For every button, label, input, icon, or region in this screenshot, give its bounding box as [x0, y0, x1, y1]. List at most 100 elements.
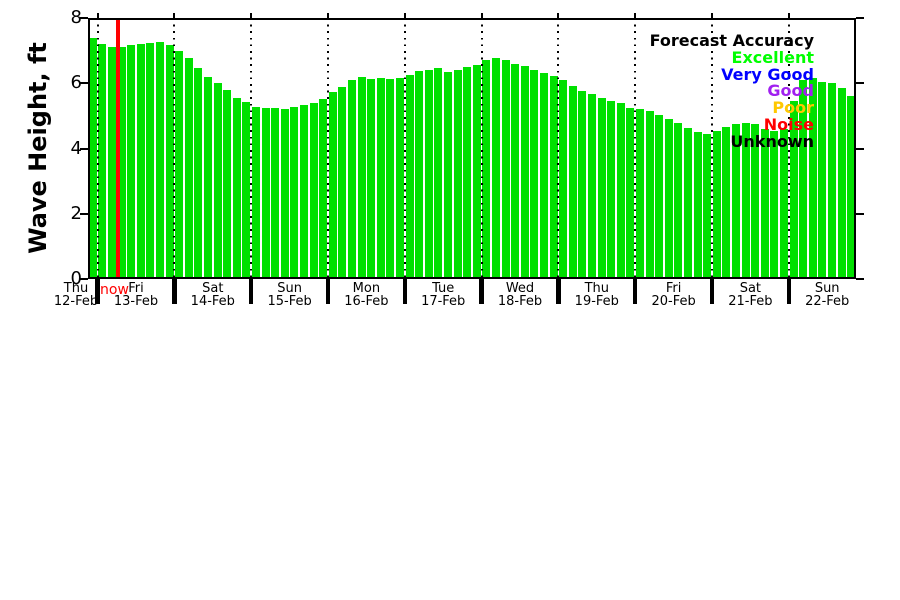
- wave-bar: [799, 80, 808, 279]
- x-tick-bottom: [786, 279, 792, 304]
- day-date: 20-Feb: [651, 293, 696, 309]
- wave-bar: [732, 123, 740, 279]
- day-name: Sun: [814, 281, 840, 296]
- wave-bar: [588, 94, 596, 279]
- wave-bar: [770, 131, 779, 279]
- wave-bar: [98, 44, 107, 279]
- wave-bar: [424, 69, 433, 279]
- day-name: Thu: [584, 281, 609, 296]
- x-tick-bottom: [479, 279, 484, 304]
- wave-bar: [213, 83, 222, 279]
- wave-bar: [607, 100, 616, 279]
- wave-bar: [261, 108, 270, 279]
- day-name: Sun: [277, 281, 302, 296]
- wave-bar: [415, 70, 424, 279]
- legend-entry-very-good: Very Good: [721, 64, 814, 84]
- wave-bar: [146, 43, 155, 279]
- x-tick-bottom: [248, 279, 254, 304]
- day-name: Fri: [665, 281, 682, 296]
- y-tick-right: [856, 17, 864, 19]
- x-tick-day-label: Wed 18-Feb: [478, 281, 562, 307]
- wave-bar: [396, 78, 404, 279]
- x-tick-day-label: Sat 21-Feb: [708, 282, 792, 309]
- wave-bar: [693, 132, 702, 279]
- day-date: 21-Feb: [728, 293, 773, 309]
- wave-bar: [136, 44, 145, 279]
- day-date: 13-Feb: [113, 293, 159, 309]
- x-tick-bottom: [556, 279, 561, 304]
- wave-bar: [712, 130, 721, 279]
- wave-bar: [655, 114, 664, 279]
- wave-bar: [367, 78, 376, 279]
- x-tick-day-label: Sun 15-Feb: [248, 281, 332, 309]
- wave-bar: [127, 45, 136, 279]
- wave-bar: [223, 90, 232, 279]
- day-date: 15-Feb: [267, 293, 312, 309]
- wave-bar: [472, 64, 481, 279]
- x-tick-top: [634, 13, 637, 18]
- day-date: 12-Feb: [53, 293, 99, 309]
- legend-entry-poor: Poor: [772, 98, 814, 118]
- x-tick-top: [711, 13, 713, 18]
- day-name: Wed: [505, 281, 535, 296]
- wave-bar: [328, 91, 337, 279]
- x-tick-day-label: Sat 14-Feb: [171, 282, 255, 307]
- day-name: Tue: [432, 281, 455, 296]
- wave-bar: [741, 123, 750, 279]
- wave-bar: [156, 41, 164, 279]
- y-tick-right: [856, 278, 864, 280]
- x-tick-top: [96, 13, 99, 18]
- wave-bar: [568, 85, 577, 279]
- wave-bar: [444, 71, 452, 279]
- wave-bar: [780, 128, 788, 279]
- wave-bar: [204, 76, 212, 279]
- legend-entry-good: Good: [767, 81, 814, 101]
- day-date: 16-Feb: [344, 293, 389, 309]
- wave-bar: [232, 97, 241, 279]
- wave-bar: [252, 106, 260, 279]
- day-boundary-gridline: [173, 18, 176, 279]
- day-boundary-gridline: [96, 18, 99, 279]
- day-name: Fri: [128, 281, 144, 296]
- y-tick-right: [856, 212, 864, 215]
- wave-bar: [722, 126, 731, 279]
- wave-bar: [760, 128, 769, 279]
- x-tick-day-label: Mon 16-Feb: [324, 281, 408, 309]
- wave-bar: [578, 91, 587, 279]
- day-boundary-gridline: [711, 18, 713, 279]
- y-tick-label: 4: [70, 137, 82, 159]
- wave-bar: [108, 47, 116, 279]
- wave-bar: [847, 96, 856, 279]
- wave-bar: [664, 118, 673, 279]
- wave-bar: [626, 107, 635, 279]
- x-tick-bottom: [402, 279, 408, 304]
- x-tick-bottom: [709, 279, 715, 304]
- wave-bar: [463, 66, 472, 279]
- wave-bar: [789, 100, 798, 279]
- wave-bar: [357, 76, 366, 279]
- wave-bar: [540, 72, 548, 279]
- day-boundary-gridline: [557, 18, 560, 279]
- x-tick-top: [557, 13, 560, 18]
- day-boundary-gridline: [787, 18, 790, 279]
- wave-bar: [597, 97, 606, 279]
- wave-bar: [501, 60, 510, 279]
- now-marker-line: [115, 18, 120, 279]
- x-tick-top: [250, 13, 253, 18]
- day-name: Mon: [352, 281, 381, 296]
- x-tick-top: [327, 13, 329, 18]
- wave-bar: [434, 68, 443, 279]
- wave-bar: [290, 107, 299, 279]
- wave-bar: [309, 102, 318, 279]
- x-tick-bottom: [95, 279, 100, 304]
- x-tick-top: [787, 13, 790, 18]
- wave-bar: [645, 110, 654, 279]
- day-name: Thu: [63, 281, 89, 296]
- x-tick-bottom: [172, 279, 177, 304]
- x-tick-day-label: Thu 19-Feb: [555, 281, 639, 307]
- wave-bar: [117, 46, 126, 279]
- y-tick-left: [80, 278, 88, 280]
- wave-bar: [703, 134, 712, 279]
- wave-bar: [300, 104, 308, 279]
- wave-bar: [482, 59, 491, 279]
